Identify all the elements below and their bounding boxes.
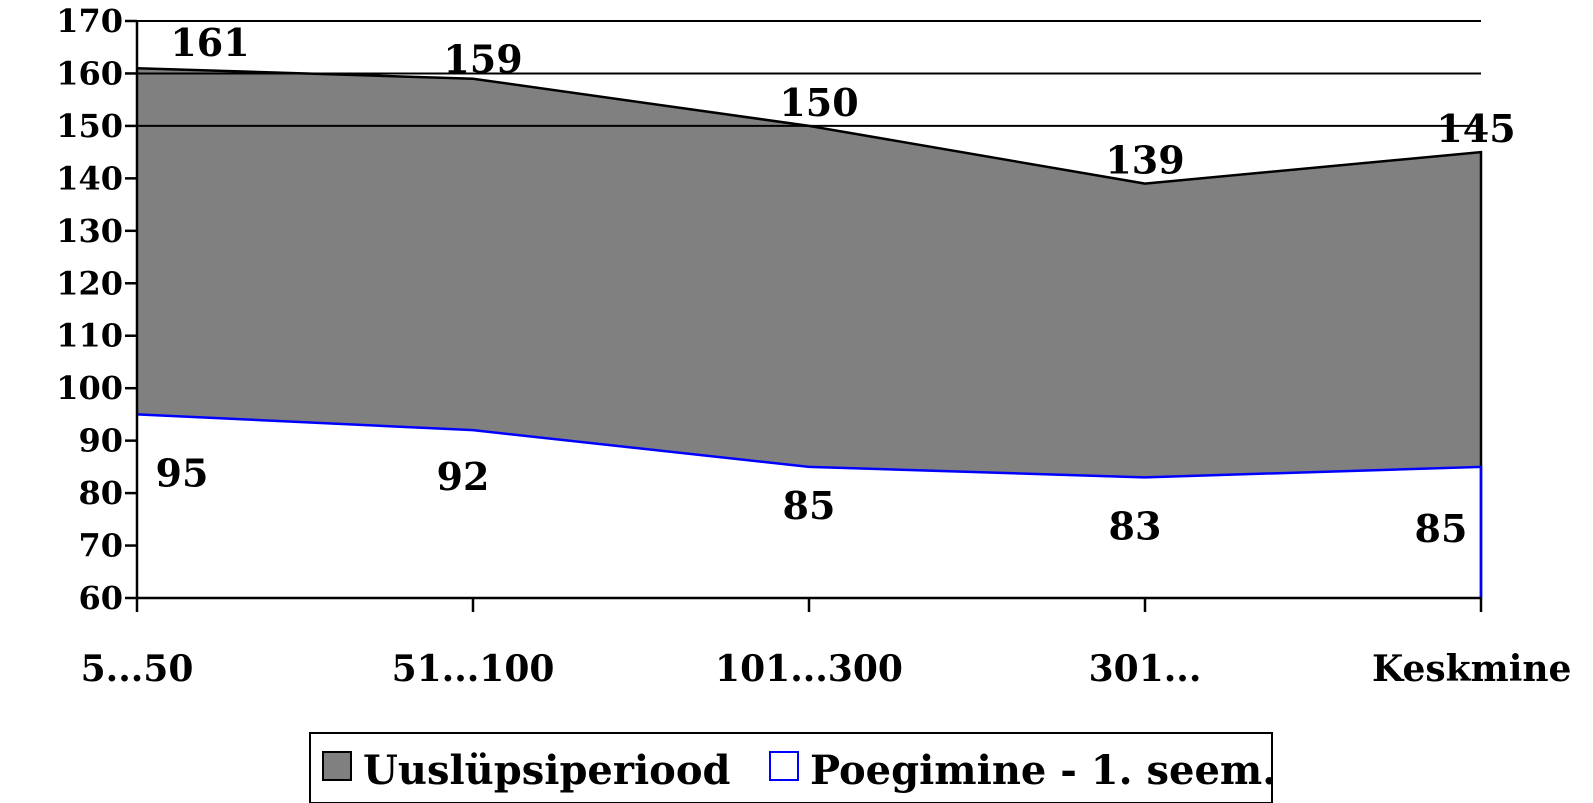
data-label-poegimine: 92 [437,454,490,499]
data-label-uuslupsiperiood: 161 [170,20,249,65]
y-tick-label: 80 [78,474,123,512]
data-label-uuslupsiperiood: 159 [443,37,522,82]
legend-swatch-uuslupsiperiood [322,751,352,781]
x-tick-label: Keskmine [1372,648,1571,690]
data-label-poegimine: 95 [156,450,209,495]
line-uuslupsiperiood [136,66,1483,598]
plot-area [136,20,1483,598]
line-poegimine [136,413,1483,598]
legend-label-uuslupsiperiood: Uuslüpsiperiood [363,747,730,794]
x-axis: 5...50 51...100 101...300 301... Keskmine [81,596,1571,690]
data-label-poegimine: 83 [1109,503,1162,548]
data-label-uuslupsiperiood: 139 [1105,138,1184,183]
x-tick-label: 51...100 [392,648,555,690]
y-tick-label: 170 [56,2,123,40]
data-label-uuslupsiperiood: 150 [779,80,858,125]
y-tick-label: 100 [56,369,123,407]
y-tick-label: 160 [56,54,123,92]
data-label-uuslupsiperiood: 145 [1436,106,1515,151]
legend-label-poegimine: Poegimine - 1. seem. [810,747,1276,794]
data-label-poegimine: 85 [1415,506,1468,551]
y-tick-label: 70 [78,527,123,565]
y-tick-label: 150 [56,107,123,145]
y-axis: 60 70 80 90 100 110 120 130 140 150 160 170 [56,2,139,617]
legend: Uuslüpsiperiood Poegimine - 1. seem. [309,732,1276,803]
data-labels: 161 159 150 139 145 95 92 85 83 85 [156,20,1516,551]
y-tick-label: 90 [78,422,123,460]
data-label-poegimine: 85 [783,483,836,528]
x-tick-label: 5...50 [81,648,194,690]
y-tick-label: 110 [56,317,123,355]
y-tick-label: 140 [56,159,123,197]
y-tick-label: 130 [56,212,123,250]
x-tick-label: 301... [1089,648,1202,690]
area-poegimine [137,414,1481,598]
legend-swatch-poegimine [769,751,799,781]
y-tick-label: 60 [78,579,123,617]
x-tick-label: 101...300 [715,648,903,690]
y-tick-label: 120 [56,264,123,302]
